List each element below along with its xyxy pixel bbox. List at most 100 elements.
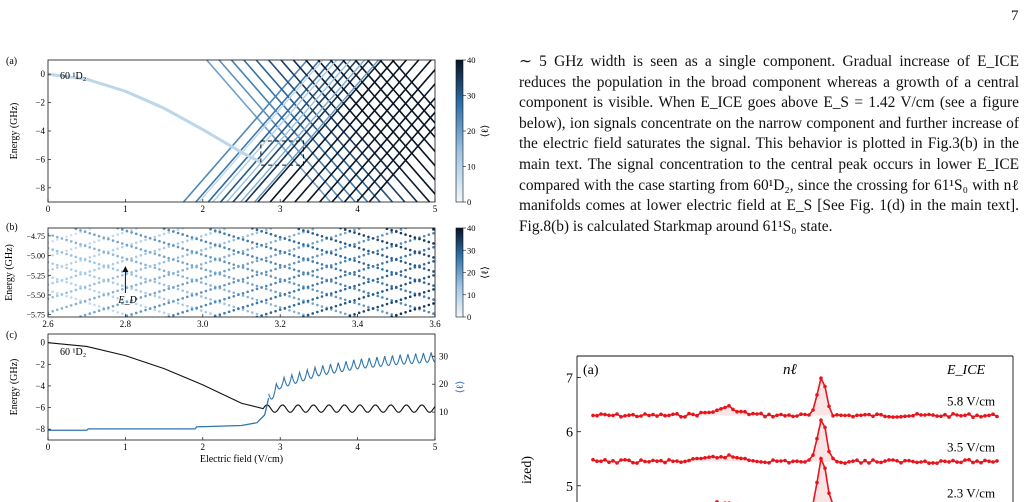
signal-point: [803, 460, 807, 464]
stark-point: [116, 261, 119, 264]
stark-point: [74, 288, 78, 292]
stark-point: [334, 281, 338, 285]
signal-point: [919, 413, 923, 417]
stark-point: [302, 301, 305, 304]
stark-point: [367, 238, 370, 242]
stark-point: [51, 295, 54, 299]
stark-point: [223, 302, 226, 306]
stark-point: [65, 238, 68, 242]
stark-point: [260, 272, 263, 275]
stark-point: [176, 284, 180, 288]
stark-point: [302, 257, 305, 260]
signal-point: [959, 414, 963, 418]
stark-point: [158, 276, 161, 279]
stark-point: [93, 289, 96, 293]
stark-point: [343, 256, 347, 259]
signal-point: [911, 413, 915, 418]
stark-point: [227, 268, 231, 271]
signal-point: [979, 460, 983, 465]
stark-point: [116, 254, 119, 258]
signal-point: [751, 459, 755, 463]
stark-point: [316, 233, 319, 237]
stark-point: [353, 298, 356, 302]
signal-point: [903, 458, 907, 463]
stark-point: [186, 295, 189, 299]
stark-point: [74, 255, 78, 259]
stark-point: [413, 265, 417, 269]
stark-point: [278, 280, 282, 283]
stark-point: [269, 297, 273, 300]
stark-point: [376, 308, 380, 312]
manifold-line: [391, 60, 435, 111]
stark-point: [348, 229, 352, 233]
stark-point: [353, 231, 356, 234]
stark-point: [399, 312, 403, 316]
stark-point: [329, 251, 333, 255]
stark-point: [288, 252, 291, 256]
signal-point: [891, 458, 895, 462]
stark-point: [427, 310, 431, 314]
stark-point: [376, 252, 380, 256]
stark-point: [422, 295, 426, 298]
y-tick-label: −4: [35, 126, 45, 136]
stark-point: [316, 310, 319, 314]
signal-point: [875, 412, 879, 416]
signal-point: [963, 458, 967, 462]
stark-point: [432, 298, 435, 301]
signal-point: [915, 412, 919, 416]
signal-point: [855, 413, 859, 418]
stark-point: [176, 245, 180, 249]
stark-point: [209, 284, 212, 287]
stark-point: [306, 230, 310, 234]
stark-point: [167, 259, 171, 262]
stark-point: [274, 281, 277, 285]
manifold-line: [226, 60, 352, 202]
stark-point: [432, 274, 435, 277]
signal-point: [763, 414, 767, 419]
manifold-line: [292, 60, 418, 202]
stark-point: [227, 303, 231, 307]
signal-point: [687, 411, 691, 416]
stark-point: [227, 247, 231, 251]
stark-point: [385, 283, 389, 287]
stark-point: [418, 292, 421, 296]
stark-point: [97, 239, 101, 242]
stark-point: [399, 287, 403, 291]
stark-point: [130, 256, 133, 260]
stark-point: [134, 288, 138, 292]
stark-point: [209, 232, 212, 235]
stark-point: [404, 289, 407, 293]
stark-point: [404, 247, 407, 250]
stark-point: [288, 238, 291, 242]
stark-point: [292, 289, 296, 293]
stark-point: [134, 241, 138, 245]
stark-point: [302, 315, 305, 317]
signal-point: [623, 458, 627, 462]
stark-point: [186, 262, 189, 266]
stark-point: [422, 239, 426, 242]
stark-point: [255, 301, 259, 305]
signal-point: [779, 459, 783, 463]
stark-point: [176, 273, 180, 277]
stark-point: [65, 291, 68, 295]
stark-point: [121, 273, 124, 277]
stark-point: [186, 290, 189, 294]
stark-point: [97, 253, 101, 256]
stark-point: [79, 257, 82, 260]
stark-point: [148, 265, 152, 268]
stark-point: [172, 285, 175, 289]
stark-point: [51, 248, 54, 251]
y-tick-label: −8: [35, 424, 45, 434]
stark-point: [339, 240, 342, 244]
signal-point: [671, 459, 675, 464]
stark-point: [111, 248, 115, 252]
stark-point: [251, 289, 254, 292]
stark-point: [186, 248, 189, 252]
stark-point: [162, 228, 166, 230]
stark-point: [422, 305, 426, 308]
signal-point: [935, 414, 939, 418]
stark-point: [153, 235, 157, 239]
signal-point: [803, 412, 807, 417]
stark-point: [246, 281, 249, 285]
stark-point: [367, 249, 370, 253]
